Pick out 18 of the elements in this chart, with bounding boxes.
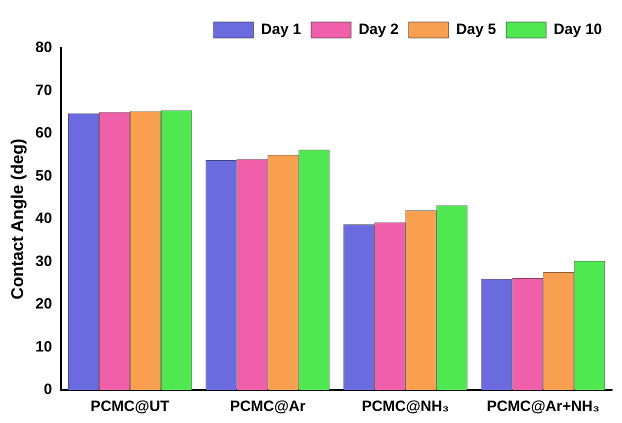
x-tick-label: PCMC@Ar+NH₃ [486,398,600,416]
y-axis-title: Contact Angle (deg) [8,138,27,300]
legend-label: Day 2 [358,21,399,38]
y-tick-label: 10 [35,338,52,356]
legend-label: Day 5 [456,21,496,38]
y-tick-label: 30 [35,252,52,270]
y-tick-label: 40 [35,210,52,228]
y-tick-label: 80 [35,39,52,56]
y-tick-label: 20 [35,296,52,313]
x-tick-label: PCMC@UT [90,398,170,416]
x-tick-label: PCMC@NH₃ [362,398,450,416]
legend-label: Day 10 [554,21,602,38]
y-tick-label: 0 [44,381,52,398]
y-tick-label: 60 [35,124,52,142]
y-tick-label: 50 [35,167,52,184]
legend-label: Day 1 [261,21,302,38]
y-tick-label: 70 [35,82,52,99]
x-tick-label: PCMC@Ar [230,398,306,416]
